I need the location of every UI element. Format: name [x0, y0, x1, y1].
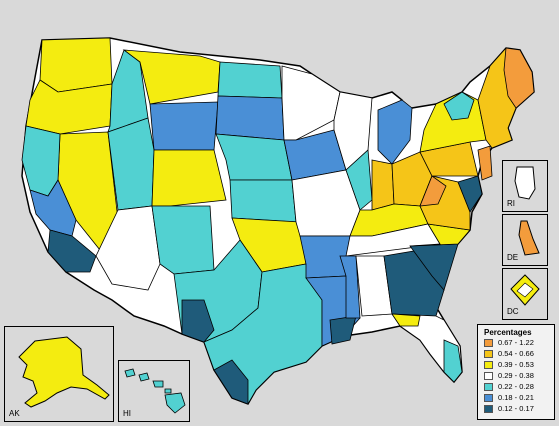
- region-wy: [149, 101, 219, 151]
- region-me: [503, 47, 535, 109]
- legend-swatch: [484, 372, 493, 380]
- legend-label: 0.12 - 0.17: [498, 404, 534, 413]
- region-fl-south: [443, 339, 463, 383]
- legend-swatch: [484, 405, 493, 413]
- region-layer: [21, 37, 535, 405]
- hawaii-shape: [124, 368, 186, 414]
- region-mi: [377, 99, 413, 165]
- region-fl-panhandle: [391, 313, 421, 327]
- inset-label-hi: HI: [123, 409, 131, 418]
- region-mn: [281, 65, 341, 141]
- legend-item: 0.39 - 0.53: [484, 360, 554, 370]
- region-ca-south: [47, 229, 97, 273]
- legend-swatch: [484, 339, 493, 347]
- legend-item: 0.22 - 0.28: [484, 382, 554, 392]
- legend-label: 0.39 - 0.53: [498, 360, 534, 369]
- region-ca-central: [29, 179, 77, 237]
- region-ms: [339, 255, 361, 319]
- region-la-coast: [329, 315, 357, 345]
- legend-item: 0.29 - 0.38: [484, 371, 554, 381]
- legend-label: 0.22 - 0.28: [498, 382, 534, 391]
- legend-item: 0.54 - 0.66: [484, 349, 554, 359]
- region-nd: [217, 61, 283, 99]
- legend: Percentages 0.67 - 1.22 0.54 - 0.66 0.39 -…: [477, 324, 555, 420]
- legend-item: 0.18 - 0.21: [484, 393, 554, 403]
- legend-title: Percentages: [484, 328, 532, 337]
- legend-label: 0.54 - 0.66: [498, 349, 534, 358]
- legend-item: 0.67 - 1.22: [484, 338, 554, 348]
- inset-label-dc: DC: [507, 307, 519, 316]
- legend-label: 0.29 - 0.38: [498, 371, 534, 380]
- inset-label-de: DE: [507, 253, 519, 262]
- region-in: [371, 159, 395, 211]
- region-wv: [419, 175, 447, 207]
- legend-swatch: [484, 383, 493, 391]
- legend-label: 0.67 - 1.22: [498, 338, 534, 347]
- inset-hawaii: HI: [118, 360, 190, 422]
- alaska-shape: [18, 336, 110, 408]
- region-tx-south: [213, 359, 249, 405]
- region-or: [25, 79, 113, 135]
- inset-rhode-island: RI: [502, 160, 548, 212]
- region-nm: [151, 205, 215, 275]
- region-wa: [39, 37, 113, 93]
- legend-label: 0.18 - 0.21: [498, 393, 534, 402]
- region-ks: [229, 179, 297, 223]
- region-nj: [477, 145, 493, 181]
- region-tx-west-corner: [181, 299, 215, 343]
- region-md: [457, 175, 483, 213]
- inset-alaska: AK: [4, 326, 114, 422]
- inset-label-ak: AK: [9, 409, 20, 418]
- inset-dc: DC: [502, 268, 548, 320]
- legend-swatch: [484, 350, 493, 358]
- legend-swatch: [484, 361, 493, 369]
- dc-shape: [510, 274, 540, 306]
- region-co: [151, 149, 227, 207]
- rhode-island-shape: [514, 166, 536, 200]
- region-ny-north: [443, 91, 475, 121]
- inset-delaware: DE: [502, 214, 548, 266]
- region-sd: [215, 95, 285, 141]
- inset-label-ri: RI: [507, 199, 515, 208]
- delaware-shape: [518, 220, 540, 256]
- legend-swatch: [484, 394, 493, 402]
- legend-item: 0.12 - 0.17: [484, 404, 554, 414]
